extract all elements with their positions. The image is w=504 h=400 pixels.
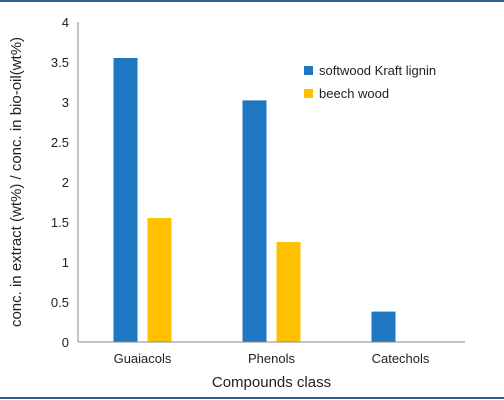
bar-guaiacols-series-1 bbox=[147, 218, 172, 342]
bar-phenols-series-0 bbox=[242, 100, 267, 343]
y-tick-label: 3 bbox=[62, 95, 69, 110]
y-tick-label: 0.5 bbox=[51, 295, 69, 310]
y-tick-label: 4 bbox=[62, 15, 69, 30]
x-tick-label: Guaiacols bbox=[114, 351, 172, 366]
legend-swatch-0 bbox=[304, 66, 313, 75]
bar-phenols-series-1 bbox=[276, 242, 301, 342]
bar-catechols-series-0 bbox=[371, 311, 396, 342]
y-tick-label: 0 bbox=[62, 335, 69, 350]
y-tick-label: 2 bbox=[62, 175, 69, 190]
y-tick-labels: 0 0.5 1 1.5 2 2.5 3 3.5 4 bbox=[51, 15, 69, 350]
x-tick-label: Catechols bbox=[372, 351, 430, 366]
legend: softwood Kraft lignin beech wood bbox=[304, 63, 436, 101]
y-tick-label: 1 bbox=[62, 255, 69, 270]
legend-swatch-1 bbox=[304, 89, 313, 98]
x-axis-title: Compounds class bbox=[212, 374, 331, 391]
y-tick-label: 2.5 bbox=[51, 135, 69, 150]
legend-label-0: softwood Kraft lignin bbox=[319, 63, 436, 78]
y-axis-title: conc. in extract (wt%) / conc. in bio-oi… bbox=[8, 37, 25, 327]
bottom-border-rule bbox=[0, 397, 504, 399]
legend-label-1: beech wood bbox=[319, 86, 389, 101]
bars bbox=[113, 58, 396, 343]
top-border-rule bbox=[0, 0, 504, 2]
x-tick-labels: Guaiacols Phenols Catechols bbox=[114, 351, 430, 366]
y-tick-label: 1.5 bbox=[51, 215, 69, 230]
x-tick-label: Phenols bbox=[248, 351, 295, 366]
bar-guaiacols-series-0 bbox=[113, 58, 138, 342]
y-tick-label: 3.5 bbox=[51, 55, 69, 70]
